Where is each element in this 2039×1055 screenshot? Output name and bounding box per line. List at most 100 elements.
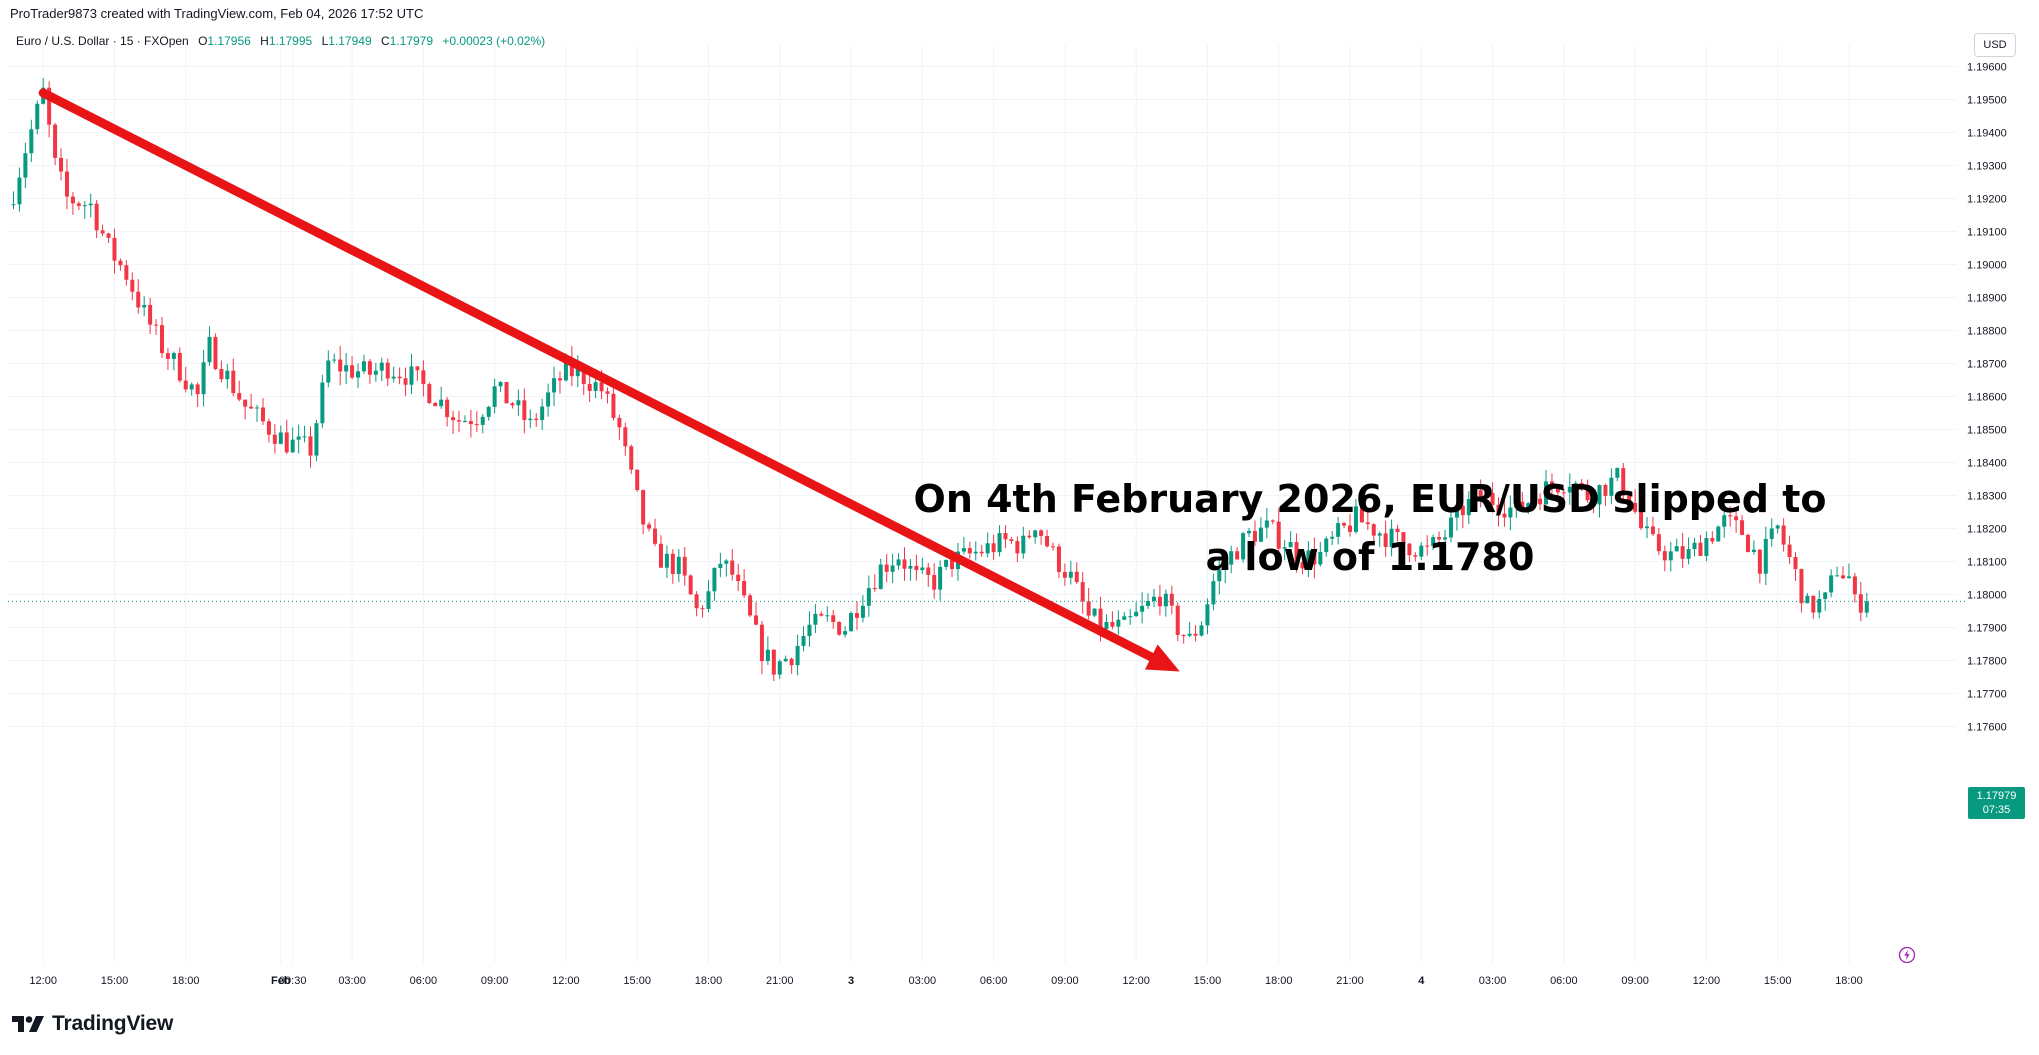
tradingview-logo-icon [12, 1016, 44, 1032]
candle [950, 559, 955, 578]
candle [266, 418, 271, 443]
candle [1353, 498, 1358, 534]
candle [1852, 573, 1857, 603]
candle [498, 381, 503, 393]
candle [1633, 489, 1638, 514]
candle [795, 634, 800, 676]
bar-countdown: 07:35 [1982, 804, 2011, 816]
price-tick-label: 1.18700 [1967, 359, 2007, 371]
symbol-name[interactable]: Euro / U.S. Dollar · 15 · FXOpen [16, 34, 189, 48]
chart-annotation: On 4th February 2026, EUR/USD slipped to… [900, 470, 1840, 586]
currency-button[interactable]: USD [1974, 33, 2016, 57]
candle [35, 100, 40, 135]
candle [1342, 521, 1347, 528]
candle [260, 398, 265, 425]
candle [1740, 515, 1745, 536]
candle [1425, 535, 1430, 556]
time-tick-label: 03:00 [338, 975, 366, 987]
candle [546, 383, 551, 417]
candle [1258, 517, 1263, 542]
candle [1674, 538, 1679, 552]
candle [1508, 495, 1513, 531]
candle [23, 142, 28, 189]
candle [59, 148, 64, 181]
candle [1662, 545, 1667, 572]
candle [1009, 536, 1014, 544]
time-tick-label: 12:00 [552, 975, 580, 987]
time-tick-label: 03:00 [1479, 975, 1507, 987]
candle [136, 279, 141, 314]
candle [219, 360, 224, 383]
time-tick-label: 21:00 [1336, 975, 1364, 987]
candle [1745, 533, 1750, 553]
candle [1401, 532, 1406, 546]
candle [1751, 540, 1756, 555]
time-tick-label: 15:00 [1764, 975, 1792, 987]
price-tick-label: 1.19100 [1967, 227, 2007, 239]
candle [926, 562, 931, 587]
candle [623, 422, 628, 456]
time-tick-label: 4 [1418, 975, 1425, 987]
candle [112, 228, 117, 274]
tradingview-logo[interactable]: TradingView [12, 1012, 173, 1036]
candle [670, 549, 675, 584]
price-tick-label: 1.18600 [1967, 392, 2007, 404]
price-tick-label: 1.18000 [1967, 590, 2007, 602]
candle [1056, 543, 1061, 579]
candle [843, 626, 848, 638]
candle [1033, 529, 1038, 544]
candle [902, 547, 907, 581]
candle [1555, 485, 1560, 499]
candle [664, 545, 669, 579]
candle [700, 605, 705, 618]
candle [938, 560, 943, 601]
time-tick-label: 15:00 [623, 975, 651, 987]
price-tick-label: 1.17800 [1967, 656, 2007, 668]
candle [47, 81, 52, 138]
candle [754, 602, 758, 626]
tradingview-logo-text: TradingView [52, 1012, 174, 1035]
candle [765, 636, 770, 665]
candle [243, 399, 248, 420]
open-value: 1.17956 [207, 34, 251, 48]
candle [1567, 473, 1572, 505]
candle [486, 405, 491, 421]
candle [1074, 562, 1079, 584]
candle [1811, 595, 1816, 619]
candle [492, 378, 497, 414]
price-tick-label: 1.17700 [1967, 689, 2007, 701]
candle [1371, 523, 1376, 545]
candle [1775, 524, 1780, 534]
candle [706, 580, 711, 613]
candle [1300, 558, 1305, 575]
candle [249, 393, 254, 409]
candle [1021, 526, 1026, 559]
candle [1573, 480, 1578, 493]
candle [587, 371, 592, 402]
candle [64, 158, 69, 210]
trend-arrow-shaft [38, 88, 1156, 662]
candle [344, 353, 349, 385]
candle [1591, 497, 1596, 514]
lightning-icon[interactable] [1898, 946, 1916, 964]
candle [1270, 519, 1275, 525]
candle [1395, 524, 1400, 542]
time-tick-label: 18:00 [1265, 975, 1293, 987]
candle [1757, 549, 1762, 584]
candle [1597, 484, 1602, 518]
candle [1680, 532, 1685, 569]
time-tick-label: 06:00 [1550, 975, 1578, 987]
candle [88, 193, 93, 218]
candle [1621, 463, 1626, 501]
candle [320, 374, 325, 429]
candle [201, 349, 206, 407]
candle [1585, 479, 1590, 503]
candle [1478, 479, 1483, 508]
candle [1187, 622, 1192, 637]
candle [70, 191, 75, 215]
candle [338, 345, 343, 386]
candle [1229, 545, 1234, 574]
candle [1039, 529, 1044, 545]
candle [1781, 518, 1786, 552]
